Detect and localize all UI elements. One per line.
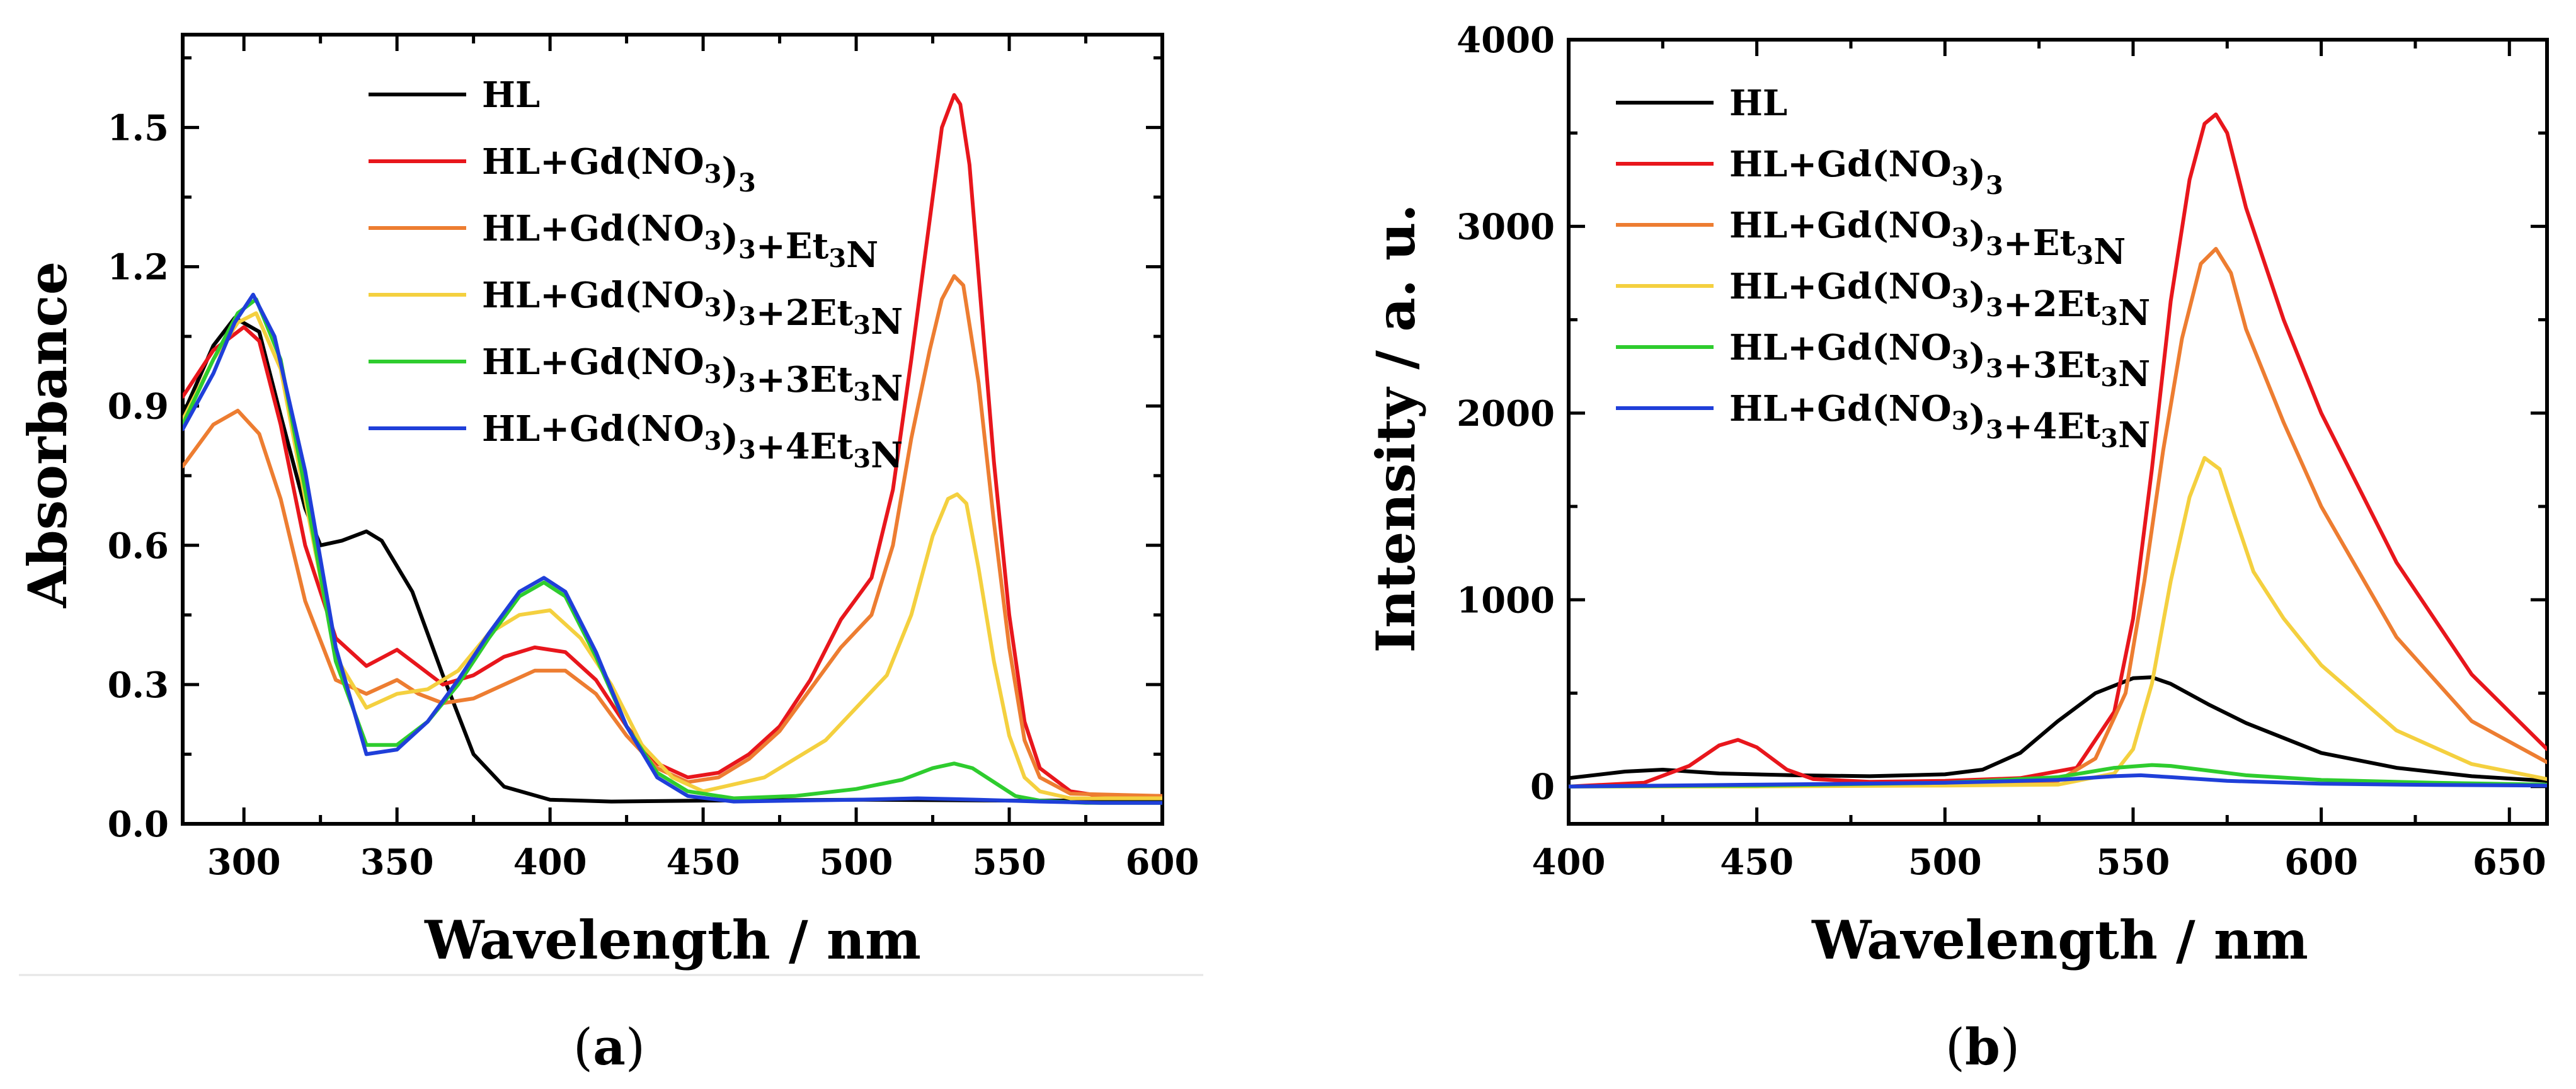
x-tick-label: 450 — [1720, 841, 1794, 883]
x-tick-label: 550 — [2097, 841, 2170, 883]
legend-label-5: HL+Gd(NO3)3+3Et3N — [482, 341, 903, 409]
series-line-1 — [1569, 675, 2547, 783]
legend-label-1: HL — [1729, 83, 1787, 124]
x-tick-label: 450 — [667, 841, 740, 883]
x-tick-label: 400 — [513, 841, 587, 883]
panel-a-series — [183, 93, 1162, 805]
panel-b-intensity-chart: 400 450 500 550 600 650 0 1000 2000 3000 4000 HL H… — [1365, 20, 2549, 1076]
panel-b-series — [1569, 112, 2547, 789]
panel-a-caption-letter: a — [593, 1017, 626, 1076]
panel-b-legend: HLHL+Gd(NO3)3HL+Gd(NO3)3+Et3NHL+Gd(NO3)3… — [1616, 83, 2150, 456]
y-tick-label: 0 — [1530, 767, 1555, 808]
panel-a-y-axis-label: Absorbance — [16, 261, 79, 608]
legend-label-5: HL+Gd(NO3)3+3Et3N — [1729, 327, 2150, 395]
y-tick-label: 0.0 — [108, 804, 169, 845]
panel-b-caption-letter: b — [1965, 1017, 2000, 1076]
y-tick-label: 2000 — [1457, 393, 1555, 435]
panel-a-x-tick-labels: 300 350 400 450 500 550 600 — [207, 841, 1199, 883]
x-tick-label: 650 — [2473, 841, 2546, 883]
panel-b-caption: (b) — [1945, 1017, 2020, 1076]
legend-label-2: HL+Gd(NO3)3 — [1729, 144, 2003, 200]
panel-a-absorbance-chart: 300 350 400 450 500 550 600 0.0 0.3 0.6 0.9 1.2 1.5… — [16, 33, 1203, 1076]
series-line-2 — [1569, 112, 2547, 789]
panel-b-x-axis-label: Wavelength / nm — [1811, 909, 2308, 971]
x-tick-label: 600 — [2284, 841, 2358, 883]
panel-a-ticks — [183, 35, 1164, 826]
series-line-4 — [183, 311, 1162, 801]
series-line-2 — [183, 93, 1162, 798]
x-tick-label: 550 — [973, 841, 1046, 883]
panel-a-x-axis-label: Wavelength / nm — [424, 909, 921, 971]
panel-a-caption: (a) — [573, 1017, 645, 1076]
y-tick-label: 1.2 — [108, 247, 169, 288]
series-line-6 — [1569, 773, 2547, 789]
series-line-3 — [183, 274, 1162, 798]
legend-label-3: HL+Gd(NO3)3+Et3N — [482, 208, 878, 276]
x-tick-label: 500 — [820, 841, 893, 883]
panel-b-ticks — [1567, 38, 2547, 824]
x-tick-label: 600 — [1126, 841, 1199, 883]
series-line-4 — [1569, 456, 2547, 789]
legend-label-3: HL+Gd(NO3)3+Et3N — [1729, 205, 2126, 273]
y-tick-label: 1000 — [1457, 579, 1555, 621]
y-tick-label: 3000 — [1457, 206, 1555, 248]
series-line-3 — [1569, 247, 2547, 789]
legend-label-6: HL+Gd(NO3)3+4Et3N — [482, 408, 903, 476]
panel-b-y-axis-label: Intensity / a. u. — [1365, 204, 1427, 653]
legend-label-4: HL+Gd(NO3)3+2Et3N — [482, 275, 903, 343]
series-line-1 — [183, 316, 1162, 804]
series-line-6 — [183, 292, 1162, 805]
y-tick-label: 4000 — [1457, 20, 1555, 61]
y-tick-label: 0.6 — [108, 525, 169, 567]
panel-a-legend: HLHL+Gd(NO3)3HL+Gd(NO3)3+Et3NHL+Gd(NO3)3… — [369, 74, 903, 476]
y-tick-label: 0.9 — [108, 386, 169, 428]
legend-label-1: HL — [482, 74, 540, 116]
y-tick-label: 1.5 — [108, 107, 169, 149]
x-tick-label: 500 — [1908, 841, 1982, 883]
x-tick-label: 300 — [207, 841, 281, 883]
x-tick-label: 350 — [360, 841, 434, 883]
panel-a-y-tick-labels: 0.0 0.3 0.6 0.9 1.2 1.5 — [108, 107, 169, 845]
panel-b-x-tick-labels: 400 450 500 550 600 650 — [1532, 841, 2546, 883]
x-tick-label: 400 — [1532, 841, 1606, 883]
panel-b-plot-frame — [1567, 38, 2549, 826]
legend-label-4: HL+Gd(NO3)3+2Et3N — [1729, 266, 2150, 334]
panel-b-y-tick-labels: 0 1000 2000 3000 4000 — [1457, 20, 1555, 808]
y-tick-label: 0.3 — [108, 664, 169, 706]
legend-label-2: HL+Gd(NO3)3 — [482, 141, 756, 198]
legend-label-6: HL+Gd(NO3)3+4Et3N — [1729, 388, 2150, 456]
